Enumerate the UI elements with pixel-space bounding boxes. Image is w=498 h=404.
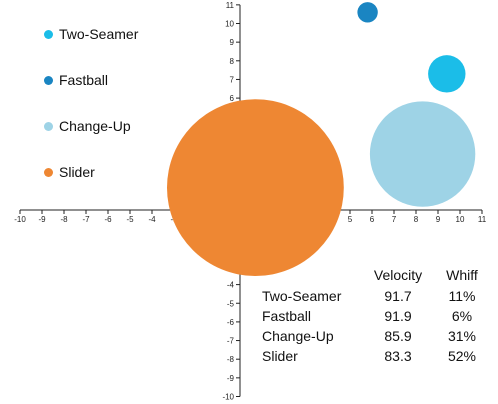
y-tick-label: 10 [225,20,234,29]
stats-table: Velocity Whiff Two-Seamer 91.7 11% Fastb… [262,264,490,366]
pitch-name: Two-Seamer [262,288,342,304]
pitch-whiff: 6% [451,308,473,324]
y-tick-label: 9 [230,38,235,47]
pitch-whiff: 11% [448,288,476,304]
pitch-name: Fastball [262,308,312,324]
bubble-fastball [357,2,378,23]
bubble-two-seamer [428,55,466,93]
y-tick-label: -7 [227,337,235,346]
stats-row: Fastball 91.9 6% [262,306,490,326]
legend-label: Change-Up [59,118,131,134]
pitch-velocity: 83.3 [384,348,412,364]
y-tick-label: 6 [230,94,235,103]
bubble-change-up [369,101,476,207]
x-tick-label: -6 [104,215,112,224]
bubbles [167,2,476,277]
stats-header-whiff: Whiff [446,267,478,283]
y-tick-label: -4 [227,281,235,290]
x-tick-label: -10 [14,215,26,224]
x-tick-label: 8 [414,215,419,224]
x-tick-label: 11 [478,215,487,224]
legend-item: Two-Seamer [44,24,138,44]
x-tick-label: -8 [60,215,68,224]
y-tick-label: -9 [227,374,235,383]
x-tick-label: -5 [126,215,134,224]
x-tick-label: -7 [82,215,90,224]
y-tick-label: 11 [226,1,235,10]
legend-item: Fastball [44,70,108,90]
pitch-velocity: 91.7 [384,288,412,304]
legend-label: Slider [59,164,95,180]
legend-swatch [44,75,53,85]
y-tick-label: -10 [222,393,234,402]
legend-label: Fastball [59,72,109,88]
stats-row: Change-Up 85.9 31% [262,326,490,346]
x-tick-label: -4 [148,215,156,224]
pitch-velocity: 85.9 [384,328,412,344]
y-tick-label: -8 [227,355,235,364]
x-tick-label: 5 [348,215,353,224]
x-tick-label: -9 [38,215,46,224]
legend-swatch [44,167,53,177]
stats-row: Two-Seamer 91.7 11% [262,286,490,306]
legend-label: Two-Seamer [59,26,139,42]
legend-swatch [44,29,53,39]
x-tick-label: 6 [370,215,375,224]
x-tick-label: 7 [392,215,397,224]
legend-item: Change-Up [44,116,131,136]
pitch-whiff: 31% [447,328,477,344]
y-tick-label: 7 [230,75,235,84]
stats-header-velocity: Velocity [373,267,423,283]
legend-swatch [44,121,53,131]
y-tick-label: 8 [230,57,235,66]
pitch-name: Change-Up [262,328,334,344]
pitch-whiff: 52% [447,348,477,364]
legend-item: Slider [44,162,95,182]
pitch-velocity: 91.9 [384,308,412,324]
stats-header-blank [262,264,362,286]
bubble-slider [167,99,344,277]
y-tick-label: -5 [227,299,235,308]
stats-row: Slider 83.3 52% [262,346,490,366]
stats-header-row: Velocity Whiff [262,264,490,286]
y-tick-label: -6 [227,318,235,327]
x-tick-label: 10 [456,215,465,224]
x-tick-label: 9 [436,215,441,224]
pitch-name: Slider [262,348,298,364]
